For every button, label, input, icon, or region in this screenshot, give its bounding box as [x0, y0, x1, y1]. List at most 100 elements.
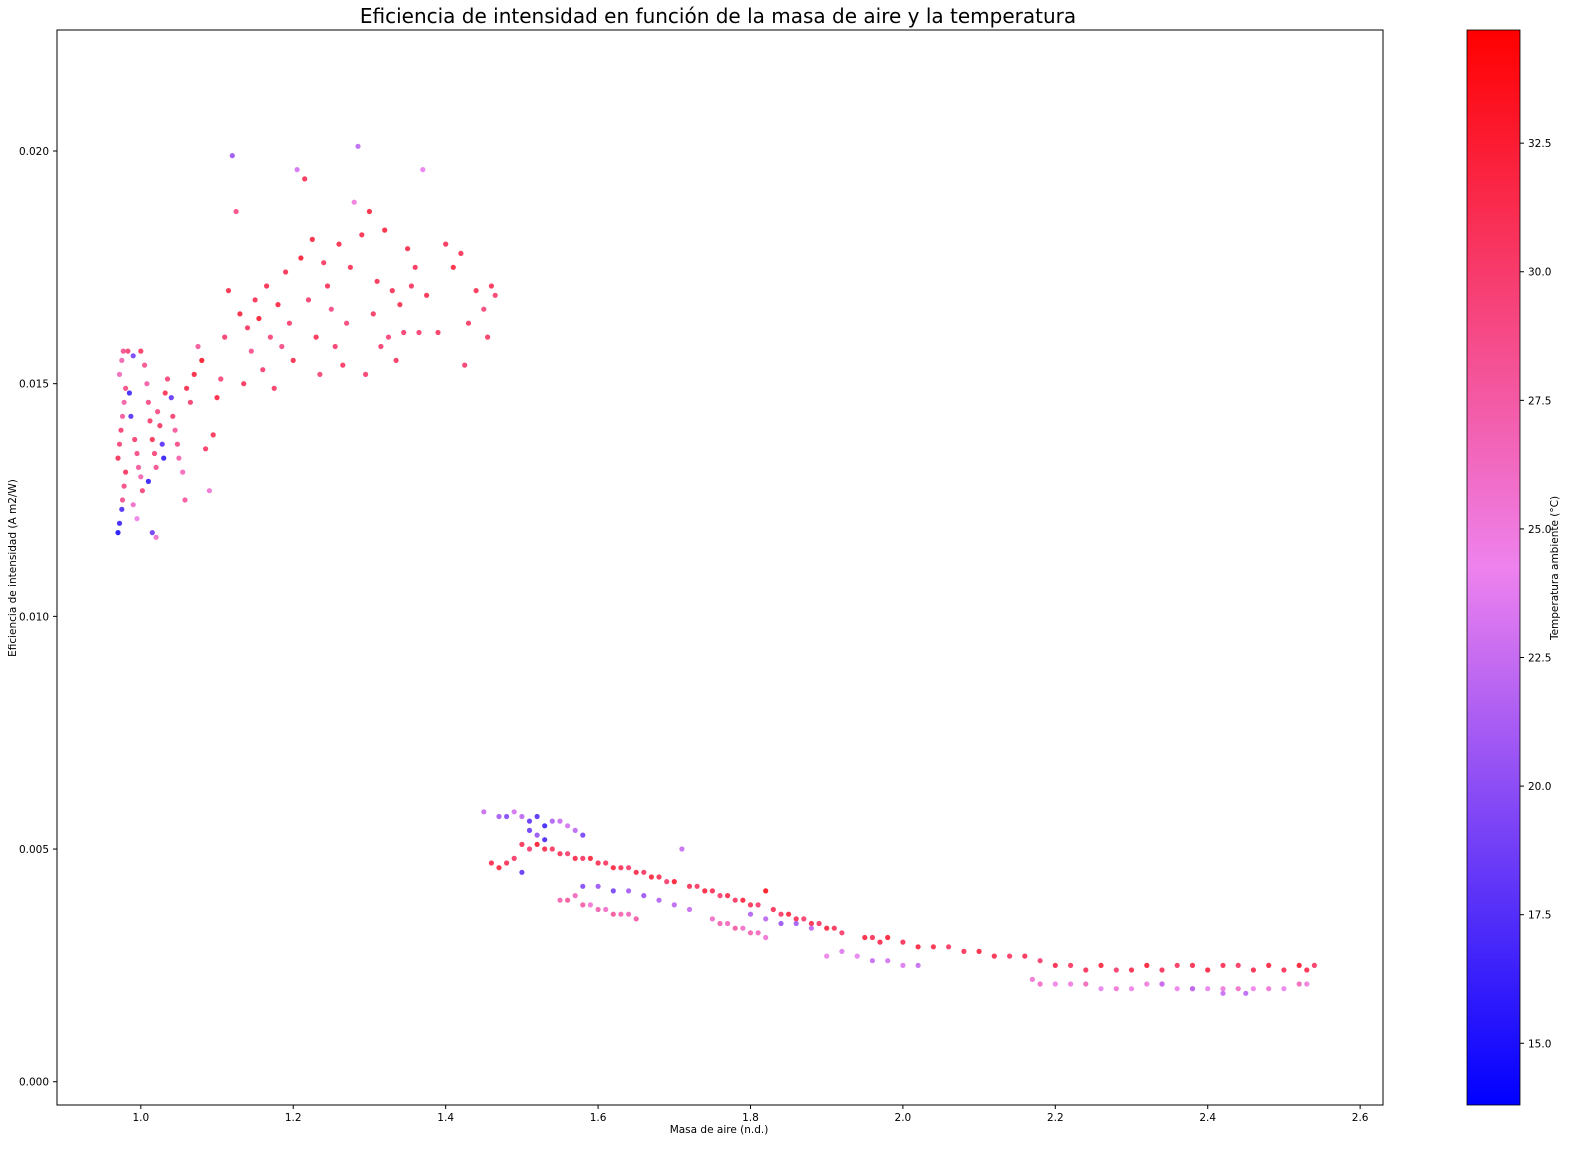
- scatter-point: [123, 385, 129, 391]
- scatter-point: [526, 846, 533, 852]
- scatter-point: [991, 953, 997, 959]
- chart-title: Eficiencia de intensidad en función de l…: [360, 4, 1076, 28]
- scatter-point: [142, 362, 148, 368]
- scatter-point: [1296, 962, 1302, 969]
- scatter-point: [961, 948, 967, 955]
- scatter-point: [793, 920, 799, 927]
- scatter-point: [869, 934, 876, 941]
- scatter-point: [120, 348, 126, 354]
- scatter-point: [1068, 981, 1074, 987]
- scatter-point: [526, 827, 533, 834]
- scatter-point: [435, 329, 441, 336]
- y-tick-label: 0.005: [19, 844, 49, 856]
- scatter-point: [305, 297, 312, 303]
- scatter-point: [450, 264, 456, 270]
- scatter-point: [1083, 967, 1089, 973]
- scatter-point: [854, 953, 860, 959]
- scatter-point: [130, 502, 136, 508]
- scatter-point: [256, 315, 262, 322]
- scatter-point: [626, 888, 632, 894]
- scatter-point: [443, 241, 449, 247]
- scatter-point: [778, 911, 784, 917]
- scatter-point: [187, 399, 193, 405]
- scatter-point: [656, 874, 662, 880]
- scatter-point: [271, 385, 277, 391]
- scatter-point: [351, 199, 357, 205]
- scatter-point: [1113, 986, 1119, 992]
- scatter-point: [709, 916, 716, 922]
- scatter-point: [121, 399, 127, 405]
- scatter-point: [128, 413, 134, 419]
- scatter-point: [587, 902, 594, 908]
- scatter-point: [363, 371, 369, 377]
- scatter-point: [393, 357, 399, 363]
- colorbar: [1466, 29, 1521, 1106]
- scatter-point: [1174, 962, 1180, 969]
- scatter-point: [1068, 962, 1074, 969]
- scatter-point: [1037, 981, 1043, 987]
- colorbar-tick-label: 15.0: [1528, 1038, 1551, 1050]
- scatter-point: [125, 348, 131, 354]
- scatter-point: [151, 450, 158, 457]
- scatter-point: [633, 916, 639, 922]
- scatter-point: [317, 371, 323, 377]
- scatter-point: [324, 283, 331, 289]
- scatter-point: [824, 925, 830, 931]
- scatter-point: [534, 832, 540, 838]
- scatter-point: [145, 478, 151, 484]
- scatter-point: [747, 930, 754, 936]
- scatter-point: [580, 902, 586, 908]
- scatter-point: [132, 436, 138, 443]
- scatter-point: [465, 320, 472, 326]
- scatter-point: [618, 911, 624, 917]
- scatter-point: [1029, 976, 1035, 983]
- scatter-point: [755, 902, 761, 908]
- scatter-point: [134, 516, 140, 522]
- scatter-point: [347, 264, 353, 270]
- scatter-point: [725, 920, 731, 927]
- scatter-point: [595, 883, 601, 889]
- x-tick-label: 1.4: [437, 1112, 454, 1124]
- scatter-point: [763, 934, 769, 941]
- scatter-point: [149, 436, 155, 443]
- scatter-point: [184, 385, 190, 391]
- data-points: [115, 143, 1317, 996]
- scatter-point: [496, 865, 502, 871]
- scatter-point: [138, 348, 144, 354]
- scatter-point: [1220, 990, 1226, 996]
- x-tick-label: 1.8: [742, 1112, 759, 1124]
- scatter-point: [519, 813, 525, 820]
- scatter-point: [946, 944, 952, 950]
- scatter-point: [244, 325, 251, 331]
- scatter-point: [1128, 967, 1135, 973]
- scatter-point: [565, 823, 571, 829]
- scatter-point: [717, 893, 723, 899]
- scatter-point: [1159, 967, 1165, 973]
- scatter-point: [519, 869, 525, 875]
- scatter-point: [378, 343, 384, 350]
- scatter-point: [915, 944, 921, 950]
- scatter-point: [119, 506, 125, 512]
- scatter-point: [290, 357, 296, 363]
- scatter-point: [1022, 953, 1028, 959]
- scatter-point: [344, 320, 350, 326]
- x-tick-label: 2.0: [895, 1112, 912, 1124]
- scatter-point: [157, 423, 163, 429]
- scatter-point: [572, 827, 578, 834]
- scatter-point: [1113, 967, 1119, 973]
- scatter-point: [1250, 967, 1256, 973]
- scatter-point: [210, 432, 216, 438]
- scatter-point: [717, 920, 723, 927]
- scatter-point: [702, 888, 708, 894]
- scatter-point: [511, 809, 517, 815]
- scatter-point: [603, 860, 609, 866]
- x-tick-label: 1.6: [590, 1112, 607, 1124]
- scatter-point: [168, 395, 174, 401]
- scatter-point: [313, 334, 319, 340]
- scatter-point: [626, 865, 632, 871]
- scatter-point: [182, 497, 188, 503]
- colorbar-tick-label: 30.0: [1528, 267, 1551, 279]
- scatter-point: [260, 367, 266, 373]
- scatter-point: [145, 399, 151, 405]
- scatter-point: [229, 153, 235, 159]
